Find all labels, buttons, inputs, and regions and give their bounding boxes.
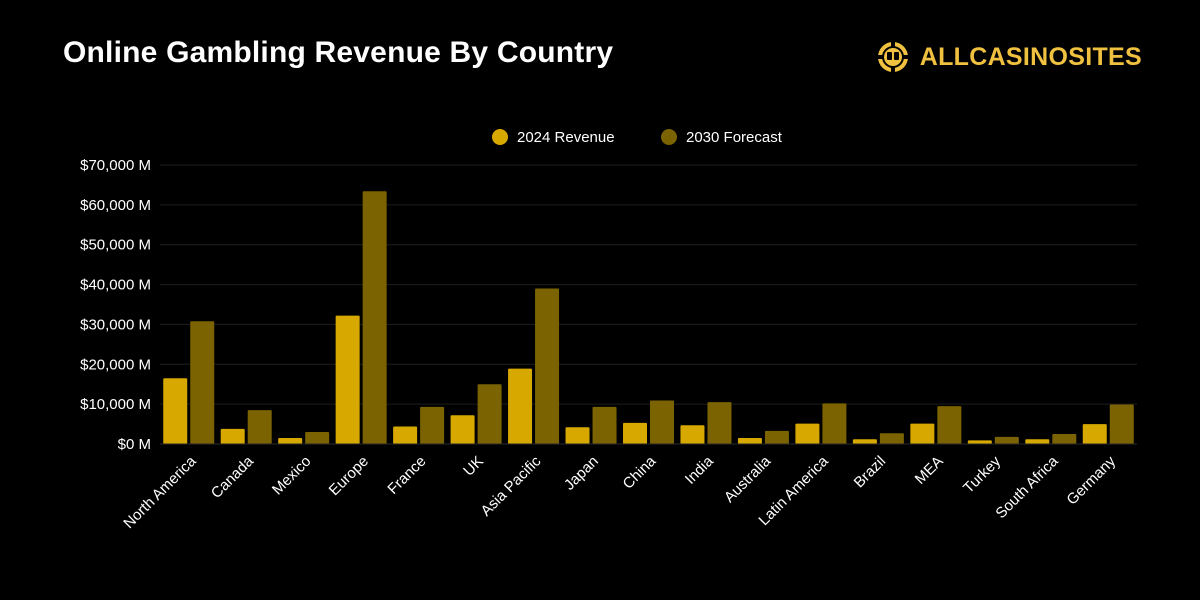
x-category-label: UK: [460, 453, 487, 480]
bar-2030-forecast: [535, 288, 560, 444]
bar-2030-forecast: [937, 406, 962, 444]
legend-swatch-2030: [661, 129, 677, 145]
bar-2024-revenue: [508, 368, 533, 444]
x-category-label: North America: [120, 452, 200, 532]
brand-name: ALLCASINOSITES: [919, 42, 1142, 71]
bar-2030-forecast: [1052, 434, 1077, 444]
bar-2024-revenue: [737, 438, 762, 444]
y-tick-label: $60,000 M: [80, 197, 151, 214]
bar-2024-revenue: [910, 423, 935, 444]
x-category-label: Germany: [1063, 452, 1119, 508]
chart-title: Online Gambling Revenue By Country: [63, 36, 614, 69]
bar-2024-revenue: [623, 422, 647, 444]
bar-2024-revenue: [393, 426, 418, 444]
bar-2030-forecast: [362, 191, 387, 444]
bar-2024-revenue: [163, 378, 188, 444]
x-category-label: Turkey: [960, 452, 1004, 496]
bar-2024-revenue: [450, 415, 475, 444]
legend-label-2024: 2024 Revenue: [517, 129, 615, 146]
bar-2030-forecast: [650, 400, 674, 444]
bar-2024-revenue: [795, 423, 820, 444]
x-category-label: Mexico: [269, 453, 315, 499]
legend-swatch-2024: [492, 129, 508, 145]
bar-2024-revenue: [220, 428, 245, 444]
bar-2030-forecast: [477, 384, 502, 444]
x-category-label: Brazil: [851, 453, 890, 492]
bar-2024-revenue: [335, 315, 360, 444]
bar-2030-forecast: [247, 410, 272, 444]
casino-chip-icon: [877, 42, 908, 72]
bar-2030-forecast: [822, 403, 847, 444]
bar-2030-forecast: [1109, 404, 1134, 444]
x-category-label: India: [682, 452, 717, 487]
bar-2024-revenue: [1082, 424, 1107, 444]
bar-2030-forecast: [879, 433, 904, 444]
bar-2024-revenue: [967, 440, 992, 444]
bar-2030-forecast: [994, 436, 1019, 444]
x-category-label: MEA: [912, 453, 947, 488]
y-tick-label: $0 M: [118, 436, 151, 453]
bar-2030-forecast: [592, 406, 617, 444]
y-tick-label: $10,000 M: [80, 396, 151, 413]
x-category-label: Canada: [208, 452, 258, 502]
x-category-label: Asia Pacific: [478, 452, 545, 519]
y-tick-label: $40,000 M: [80, 277, 151, 294]
y-tick-label: $20,000 M: [80, 356, 151, 373]
y-tick-label: $30,000 M: [80, 316, 151, 333]
bar-2024-revenue: [565, 427, 590, 444]
bar-2030-forecast: [190, 321, 215, 444]
brand-logo: ALLCASINOSITES: [876, 40, 1142, 74]
x-category-label: Europe: [326, 453, 372, 499]
bar-2030-forecast: [764, 430, 789, 444]
y-tick-label: $50,000 M: [80, 237, 151, 254]
x-category-label: South Africa: [992, 452, 1062, 522]
x-category-label: Japan: [561, 453, 602, 494]
bar-2024-revenue: [278, 438, 303, 444]
bar-2024-revenue: [1025, 439, 1050, 444]
y-tick-label: $70,000 M: [80, 157, 151, 174]
bar-2024-revenue: [680, 425, 705, 444]
bar-2030-forecast: [305, 432, 330, 444]
bar-2030-forecast: [420, 406, 445, 444]
x-category-label: France: [384, 453, 429, 498]
bar-2030-forecast: [707, 402, 732, 444]
x-category-label: China: [620, 452, 660, 492]
x-category-label: Australia: [721, 452, 775, 506]
bar-2024-revenue: [852, 439, 877, 444]
legend-label-2030: 2030 Forecast: [686, 129, 783, 146]
